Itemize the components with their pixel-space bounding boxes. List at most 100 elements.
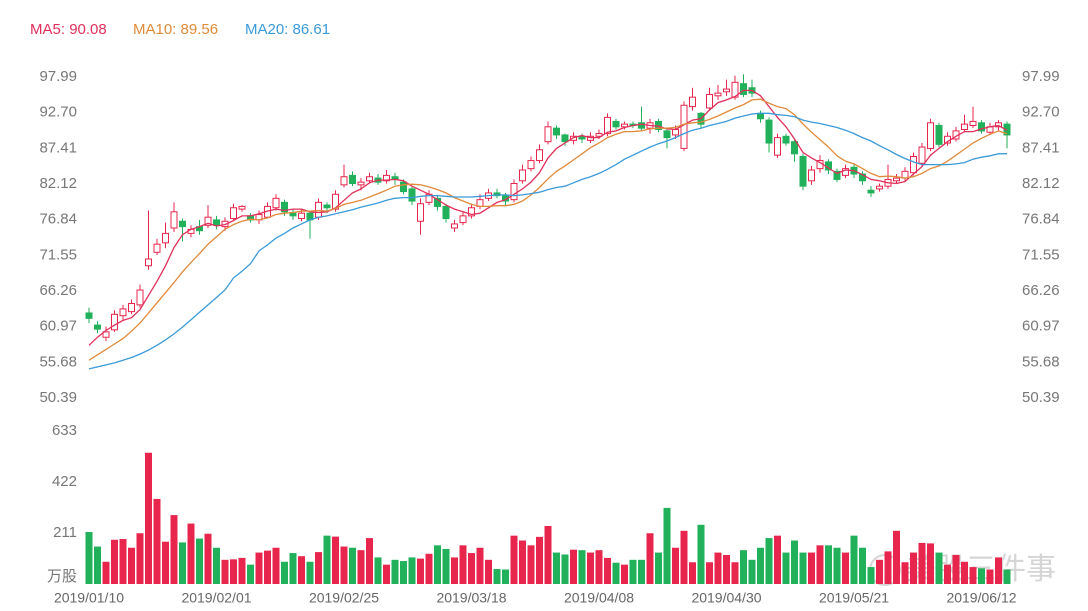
volume-bar — [825, 545, 832, 584]
candle-body — [553, 127, 560, 136]
candle-body — [289, 212, 297, 217]
volume-bar — [349, 547, 356, 584]
y-tick-label-right: 66.26 — [1022, 282, 1060, 299]
candle-body — [510, 182, 518, 201]
volume-bar — [867, 567, 875, 584]
volume-bar — [111, 539, 118, 584]
volume-bar — [340, 546, 348, 584]
volume-bar — [451, 557, 458, 584]
volume-bar — [672, 547, 679, 584]
volume-bar — [272, 547, 280, 584]
candle-body — [323, 204, 331, 209]
volume-bar — [587, 552, 594, 584]
y-tick-label: 76.84 — [39, 211, 77, 228]
volume-bar — [595, 550, 603, 584]
candle-body — [298, 212, 305, 220]
volume-bar — [935, 552, 943, 584]
x-tick-label: 2019/05/21 — [819, 590, 889, 606]
volume-bar — [179, 542, 186, 584]
volume-bar — [425, 553, 433, 584]
y-tick-label-right: 55.68 — [1022, 353, 1060, 370]
volume-bar — [510, 535, 518, 584]
legend-item: MA10: 89.56 — [133, 21, 218, 38]
volume-bar — [366, 538, 373, 584]
y-tick-label: 50.39 — [39, 389, 77, 406]
volume-bar — [774, 535, 781, 584]
volume-bar — [204, 533, 212, 584]
volume-bar — [663, 507, 671, 584]
volume-bar — [816, 545, 824, 584]
volume-bar — [995, 557, 1002, 584]
y-tick-label-right: 87.41 — [1022, 139, 1060, 156]
volume-bar — [918, 542, 926, 584]
candle-body — [578, 135, 586, 140]
candle-body — [893, 177, 900, 182]
volume-bar — [332, 536, 339, 584]
volume-bar — [570, 549, 577, 584]
volume-bar — [170, 515, 178, 584]
candle-body — [927, 122, 934, 149]
candle-body — [638, 122, 645, 129]
volume-bar — [884, 551, 892, 584]
y-tick-label: 55.68 — [39, 353, 77, 370]
volume-bar — [230, 559, 237, 584]
candle-body — [587, 135, 594, 141]
volume-bar — [145, 452, 152, 584]
candle-body — [782, 135, 790, 144]
candle-body — [153, 243, 161, 253]
candle-body — [128, 303, 135, 313]
candle-body — [272, 197, 280, 209]
volume-bar — [400, 561, 407, 584]
volume-bar — [1003, 569, 1011, 584]
y-tick-label: 82.12 — [39, 175, 77, 192]
volume-bar — [221, 559, 229, 584]
volume-bar — [697, 524, 705, 584]
candle-body — [910, 156, 917, 174]
candle-body — [680, 104, 688, 149]
y-tick-label-right: 82.12 — [1022, 175, 1060, 192]
x-tick-label: 2019/06/12 — [946, 590, 1016, 606]
candle-body — [238, 205, 246, 210]
volume-bar — [119, 539, 127, 584]
candle-body — [561, 134, 569, 143]
candle-body — [544, 126, 552, 143]
candle-body — [774, 137, 781, 156]
candle-body — [1003, 123, 1011, 136]
volume-bar — [842, 552, 849, 584]
volume-bar — [247, 564, 254, 584]
candle-body — [94, 324, 101, 330]
volume-bar — [680, 530, 688, 584]
candle-body — [383, 174, 390, 182]
volume-bar — [986, 569, 994, 584]
volume-bar — [536, 536, 543, 584]
candle-body — [179, 220, 186, 228]
candle-body — [400, 181, 407, 193]
legend-value: 89.56 — [181, 21, 219, 38]
y-tick-label-right: 60.97 — [1022, 318, 1060, 335]
volume-bar — [969, 567, 977, 584]
volume-bar — [604, 557, 611, 584]
volume-bar — [408, 557, 416, 584]
candle-body — [349, 174, 356, 184]
volume-bar — [799, 552, 807, 584]
candle-body — [918, 146, 926, 164]
volume-bar — [748, 559, 756, 584]
volume-bar — [791, 540, 798, 584]
volume-bar — [298, 556, 305, 584]
candle-body — [723, 88, 730, 93]
volume-bar — [833, 547, 841, 584]
volume-tick-label: 211 — [53, 524, 77, 541]
candle-body — [876, 185, 883, 190]
candle-body — [102, 331, 110, 338]
candles — [85, 74, 1011, 342]
volume-bar — [629, 559, 637, 584]
candle-body — [162, 232, 169, 244]
ma-line — [88, 89, 1008, 346]
y-tick-label: 92.70 — [39, 104, 77, 121]
candle-body — [961, 123, 968, 131]
candle-body — [170, 211, 178, 229]
candle-body — [935, 124, 943, 145]
volume-bar — [961, 561, 968, 584]
y-tick-label: 97.99 — [39, 68, 77, 85]
